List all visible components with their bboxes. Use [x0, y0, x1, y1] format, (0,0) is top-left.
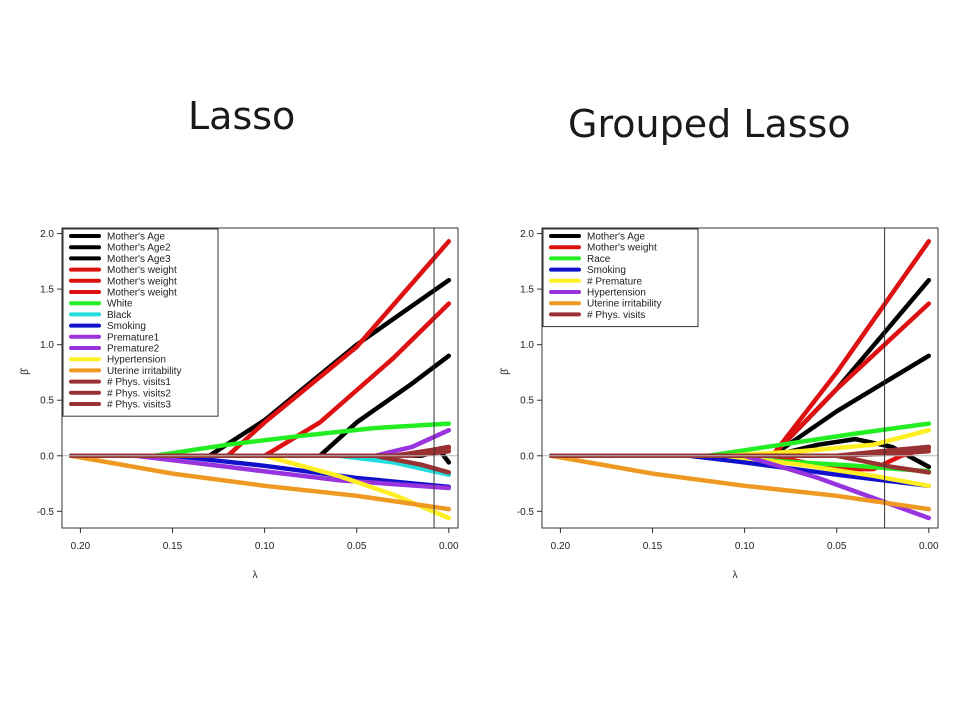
x-tick-label: 0.00 — [919, 541, 939, 552]
x-tick-label: 0.20 — [71, 541, 91, 552]
series-line-12 — [68, 453, 452, 512]
x-tick-label: 0.15 — [643, 541, 663, 552]
x-axis-label: λ — [733, 570, 738, 581]
legend-label: Mother's weight — [587, 243, 657, 254]
legend-label: Mother's weight — [107, 288, 177, 299]
legend-label: Premature1 — [107, 332, 160, 343]
legend-label: Uterine irritability — [107, 366, 181, 377]
legend-label: Mother's weight — [107, 265, 177, 276]
series-line-12 — [548, 453, 932, 512]
x-tick-label: 0.10 — [255, 541, 275, 552]
y-tick-label: 2.0 — [40, 229, 54, 240]
y-tick-label: 1.5 — [520, 285, 534, 296]
legend-label: Uterine irritability — [587, 299, 661, 310]
legend-label: Mother's Age — [107, 232, 165, 243]
y-tick-label: 1.0 — [40, 340, 54, 351]
legend-label: Black — [107, 310, 132, 321]
legend-label: Smoking — [107, 321, 146, 332]
y-tick-label: 0.0 — [40, 451, 54, 462]
legend-label: Mother's weight — [107, 276, 177, 287]
plot-frame — [61, 227, 459, 529]
legend-label: Mother's Age2 — [107, 243, 171, 254]
x-tick-label: 0.05 — [827, 541, 847, 552]
x-tick-label: 0.00 — [439, 541, 459, 552]
grouped-lasso-title: Grouped Lasso — [568, 102, 851, 146]
y-tick-label: 1.5 — [40, 285, 54, 296]
legend-label: Mother's Age — [587, 232, 645, 243]
x-tick-label: 0.15 — [163, 541, 183, 552]
plot-frame — [541, 227, 939, 529]
lasso-title: Lasso — [188, 94, 296, 138]
y-tick-label: 2.0 — [520, 229, 534, 240]
x-axis-label: λ — [253, 570, 258, 581]
y-tick-label: -0.5 — [37, 507, 55, 518]
legend-label: # Phys. visits3 — [107, 400, 171, 411]
grouped-lasso-chart: -0.5 0.0 0.5 1.0 1.5 2.0 0.20 0.15 0.10 0.05 0.00 λ… — [499, 227, 939, 581]
lasso-chart: -0.5 0.0 0.5 1.0 1.5 2.0 0.20 0.15 0.10 0.05 0.00 λ… — [19, 227, 459, 581]
legend-label: # Phys. visits1 — [107, 377, 171, 388]
legend-label: Hypertension — [107, 355, 166, 366]
legend-label: Smoking — [587, 265, 626, 276]
legend-label: Mother's Age3 — [107, 254, 171, 265]
x-tick-label: 0.10 — [735, 541, 755, 552]
y-axis-label: β̂ — [499, 367, 511, 375]
y-tick-label: -0.5 — [517, 507, 535, 518]
y-tick-label: 0.5 — [40, 396, 54, 407]
x-tick-label: 0.20 — [551, 541, 571, 552]
y-axis-label: β̂ — [19, 367, 31, 375]
y-tick-label: 0.0 — [520, 451, 534, 462]
legend-label: Premature2 — [107, 344, 160, 355]
x-tick-label: 0.05 — [347, 541, 367, 552]
legend-label: # Phys. visits2 — [107, 388, 171, 399]
legend-label: Race — [587, 254, 611, 265]
y-tick-label: 0.5 — [520, 396, 534, 407]
legend-label: Hypertension — [587, 288, 646, 299]
legend-label: # Premature — [587, 276, 642, 287]
legend-label: White — [107, 299, 133, 310]
legend-label: # Phys. visits — [587, 310, 645, 321]
y-tick-label: 1.0 — [520, 340, 534, 351]
